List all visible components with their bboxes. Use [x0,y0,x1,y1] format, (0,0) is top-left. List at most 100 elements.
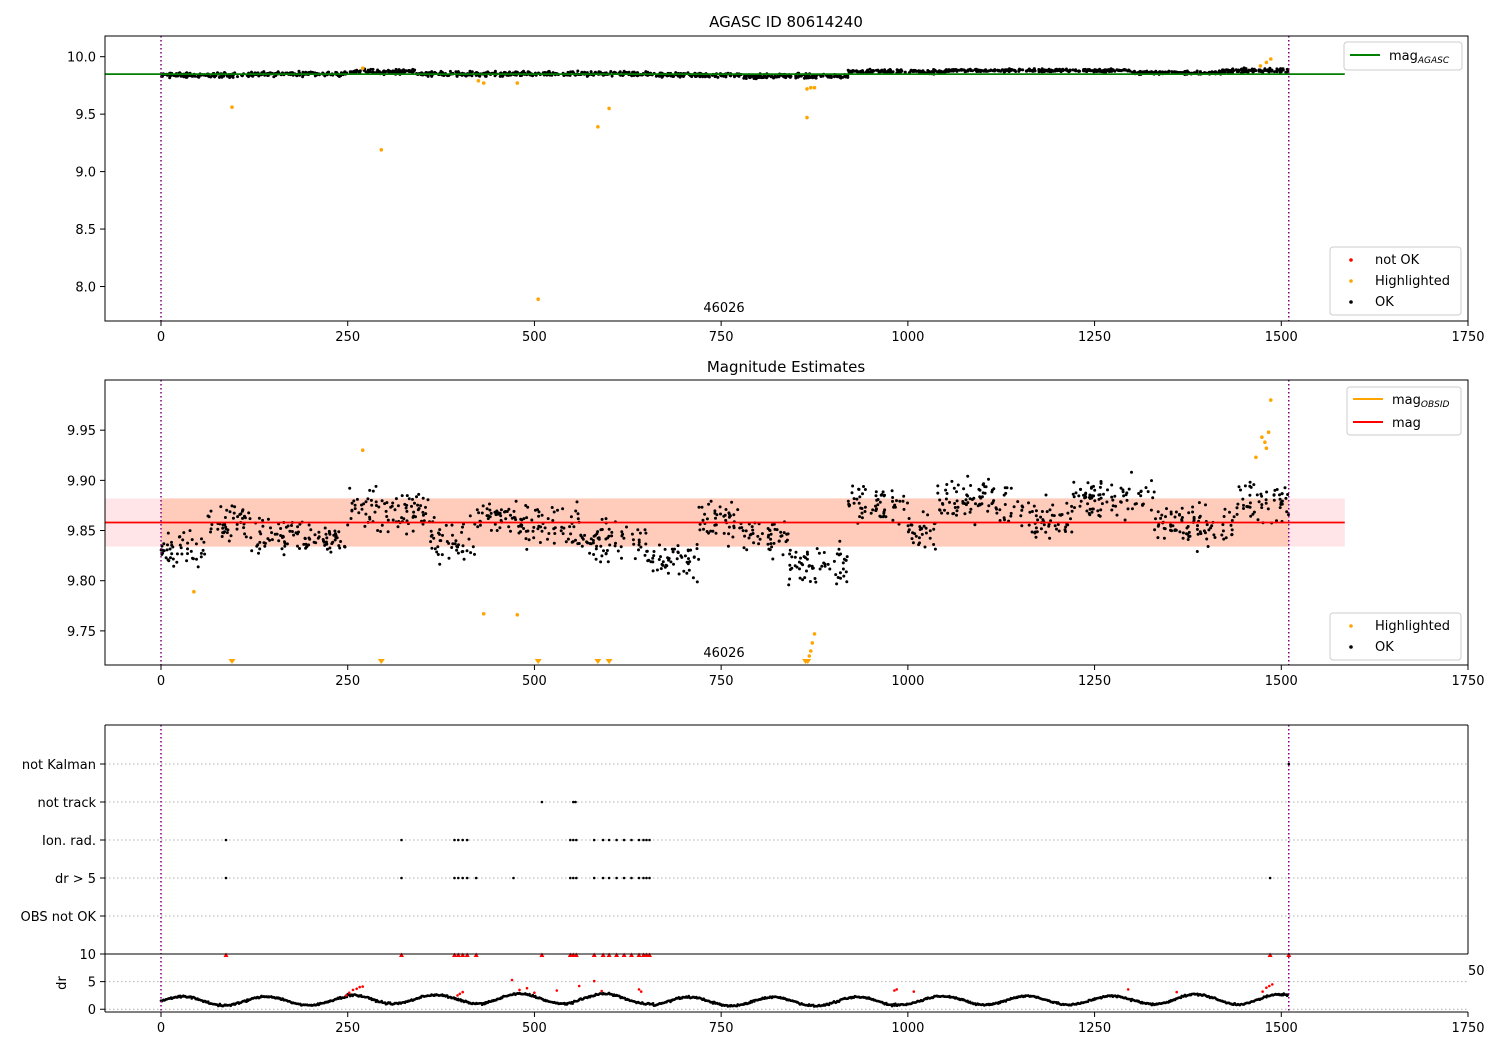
ok-point [1119,500,1123,504]
ok-point [461,525,464,529]
ok-point [614,541,617,545]
ok-point [509,529,512,533]
ok-point [368,70,372,74]
highlighted-point [812,632,817,636]
ok-point [817,551,821,555]
ok-point [932,527,936,531]
ok-point [637,548,640,552]
ok-point [236,75,239,79]
ok-point [1150,479,1153,483]
ok-point [1113,69,1117,73]
ok-point [1156,536,1160,540]
ok-point [813,577,817,580]
ok-point [921,69,925,73]
flag-point [574,800,577,804]
ok-point [540,513,544,517]
ok-point [238,513,242,516]
ok-point [258,547,262,551]
ok-point [868,67,872,71]
ok-point [805,569,808,573]
ok-point [532,536,536,540]
agasc-panel-title: AGASC ID 80614240 [709,13,863,31]
dr-red-point [351,988,355,992]
ok-point [432,536,436,540]
ok-point [980,495,984,499]
ok-point [969,507,973,511]
ok-point [691,576,695,580]
ok-point [1125,498,1129,502]
agasc-panel-marks [105,36,1345,321]
ok-point [1230,519,1234,522]
ok-point [504,517,508,521]
legend-highlighted-label-2: Highlighted [1375,619,1450,634]
y-tick-label: 9.75 [67,625,96,640]
legend-mag-obsid-label: magOBSID [1392,393,1450,410]
highlighted-point [230,105,234,109]
legend-mag-agasc-label: magAGASC [1389,49,1450,66]
ok-point [612,70,616,74]
ok-point [860,516,864,520]
ok-point [571,540,575,544]
ok-point [1086,69,1090,72]
ok-point [722,531,726,535]
ok-point [550,506,554,509]
ok-point [911,541,915,545]
ok-point [677,572,681,576]
ok-point [637,538,641,542]
ok-point [1283,486,1287,490]
ok-point [748,533,752,537]
ok-point [1090,496,1094,500]
ok-point [743,74,747,78]
ok-point [822,561,826,565]
ok-point [625,525,628,529]
ok-point [220,535,224,538]
ok-point [953,502,957,505]
ok-point [228,510,232,514]
ok-point [1156,510,1160,514]
ok-point [797,560,801,564]
x-tick-label: 1500 [1265,1021,1298,1036]
ok-point [941,502,944,505]
ok-point [713,509,717,513]
ok-point [955,490,958,494]
dr-red-point [456,994,459,997]
ok-point [1126,507,1130,511]
agasc-panel-frame [104,35,1469,322]
ok-point [230,504,234,508]
ok-point [394,68,398,71]
ok-point [1085,509,1089,513]
ok-point [266,517,270,521]
ok-point [170,540,173,544]
ok-point [469,551,473,555]
ok-point [296,544,299,548]
ok-point [1204,503,1207,507]
ok-point [604,517,608,521]
ok-point [493,522,497,526]
ok-point [732,526,736,530]
ok-point [984,485,988,489]
ok-point [902,507,906,511]
ok-point [424,505,427,509]
ok-point [785,538,789,542]
ok-point [940,511,944,515]
ok-point [451,542,455,546]
highlighted-point [360,448,365,453]
ok-point [1083,496,1087,500]
ok-point [808,580,812,583]
ok-point [349,517,353,520]
ok-point [713,75,717,79]
ok-point [290,530,294,533]
ok-point [752,74,756,78]
ok-point [468,514,472,518]
highlighted-point [360,66,365,70]
ok-point [933,69,937,73]
ok-point [467,537,471,541]
ok-point [620,556,623,560]
ok-point [1278,506,1282,510]
ok-point [415,495,418,499]
ok-point [311,70,315,74]
ok-point [1223,507,1227,511]
ok-point [1226,70,1230,74]
highlighted-point [810,641,815,645]
ok-point [924,526,928,530]
